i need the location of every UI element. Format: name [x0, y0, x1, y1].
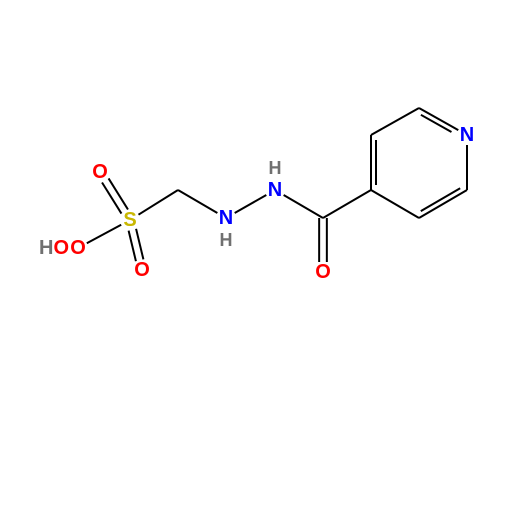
atom-label-N1: N [219, 207, 233, 229]
atom-label-O1: O [92, 161, 108, 183]
atom-label-H_N1: H [220, 230, 233, 250]
atom-label-O3: O [70, 237, 86, 259]
molecule-canvas: SOOOHONHNHON [0, 0, 526, 506]
atom-label-O2: O [134, 259, 150, 281]
atom-label-N2: N [268, 179, 282, 201]
atom-label-O4: O [315, 261, 331, 283]
atom-label-H_O3: HO [39, 237, 69, 259]
atom-label-S: S [123, 209, 136, 231]
atom-label-H_N2: H [269, 158, 282, 178]
atom-label-NR: N [460, 124, 474, 146]
